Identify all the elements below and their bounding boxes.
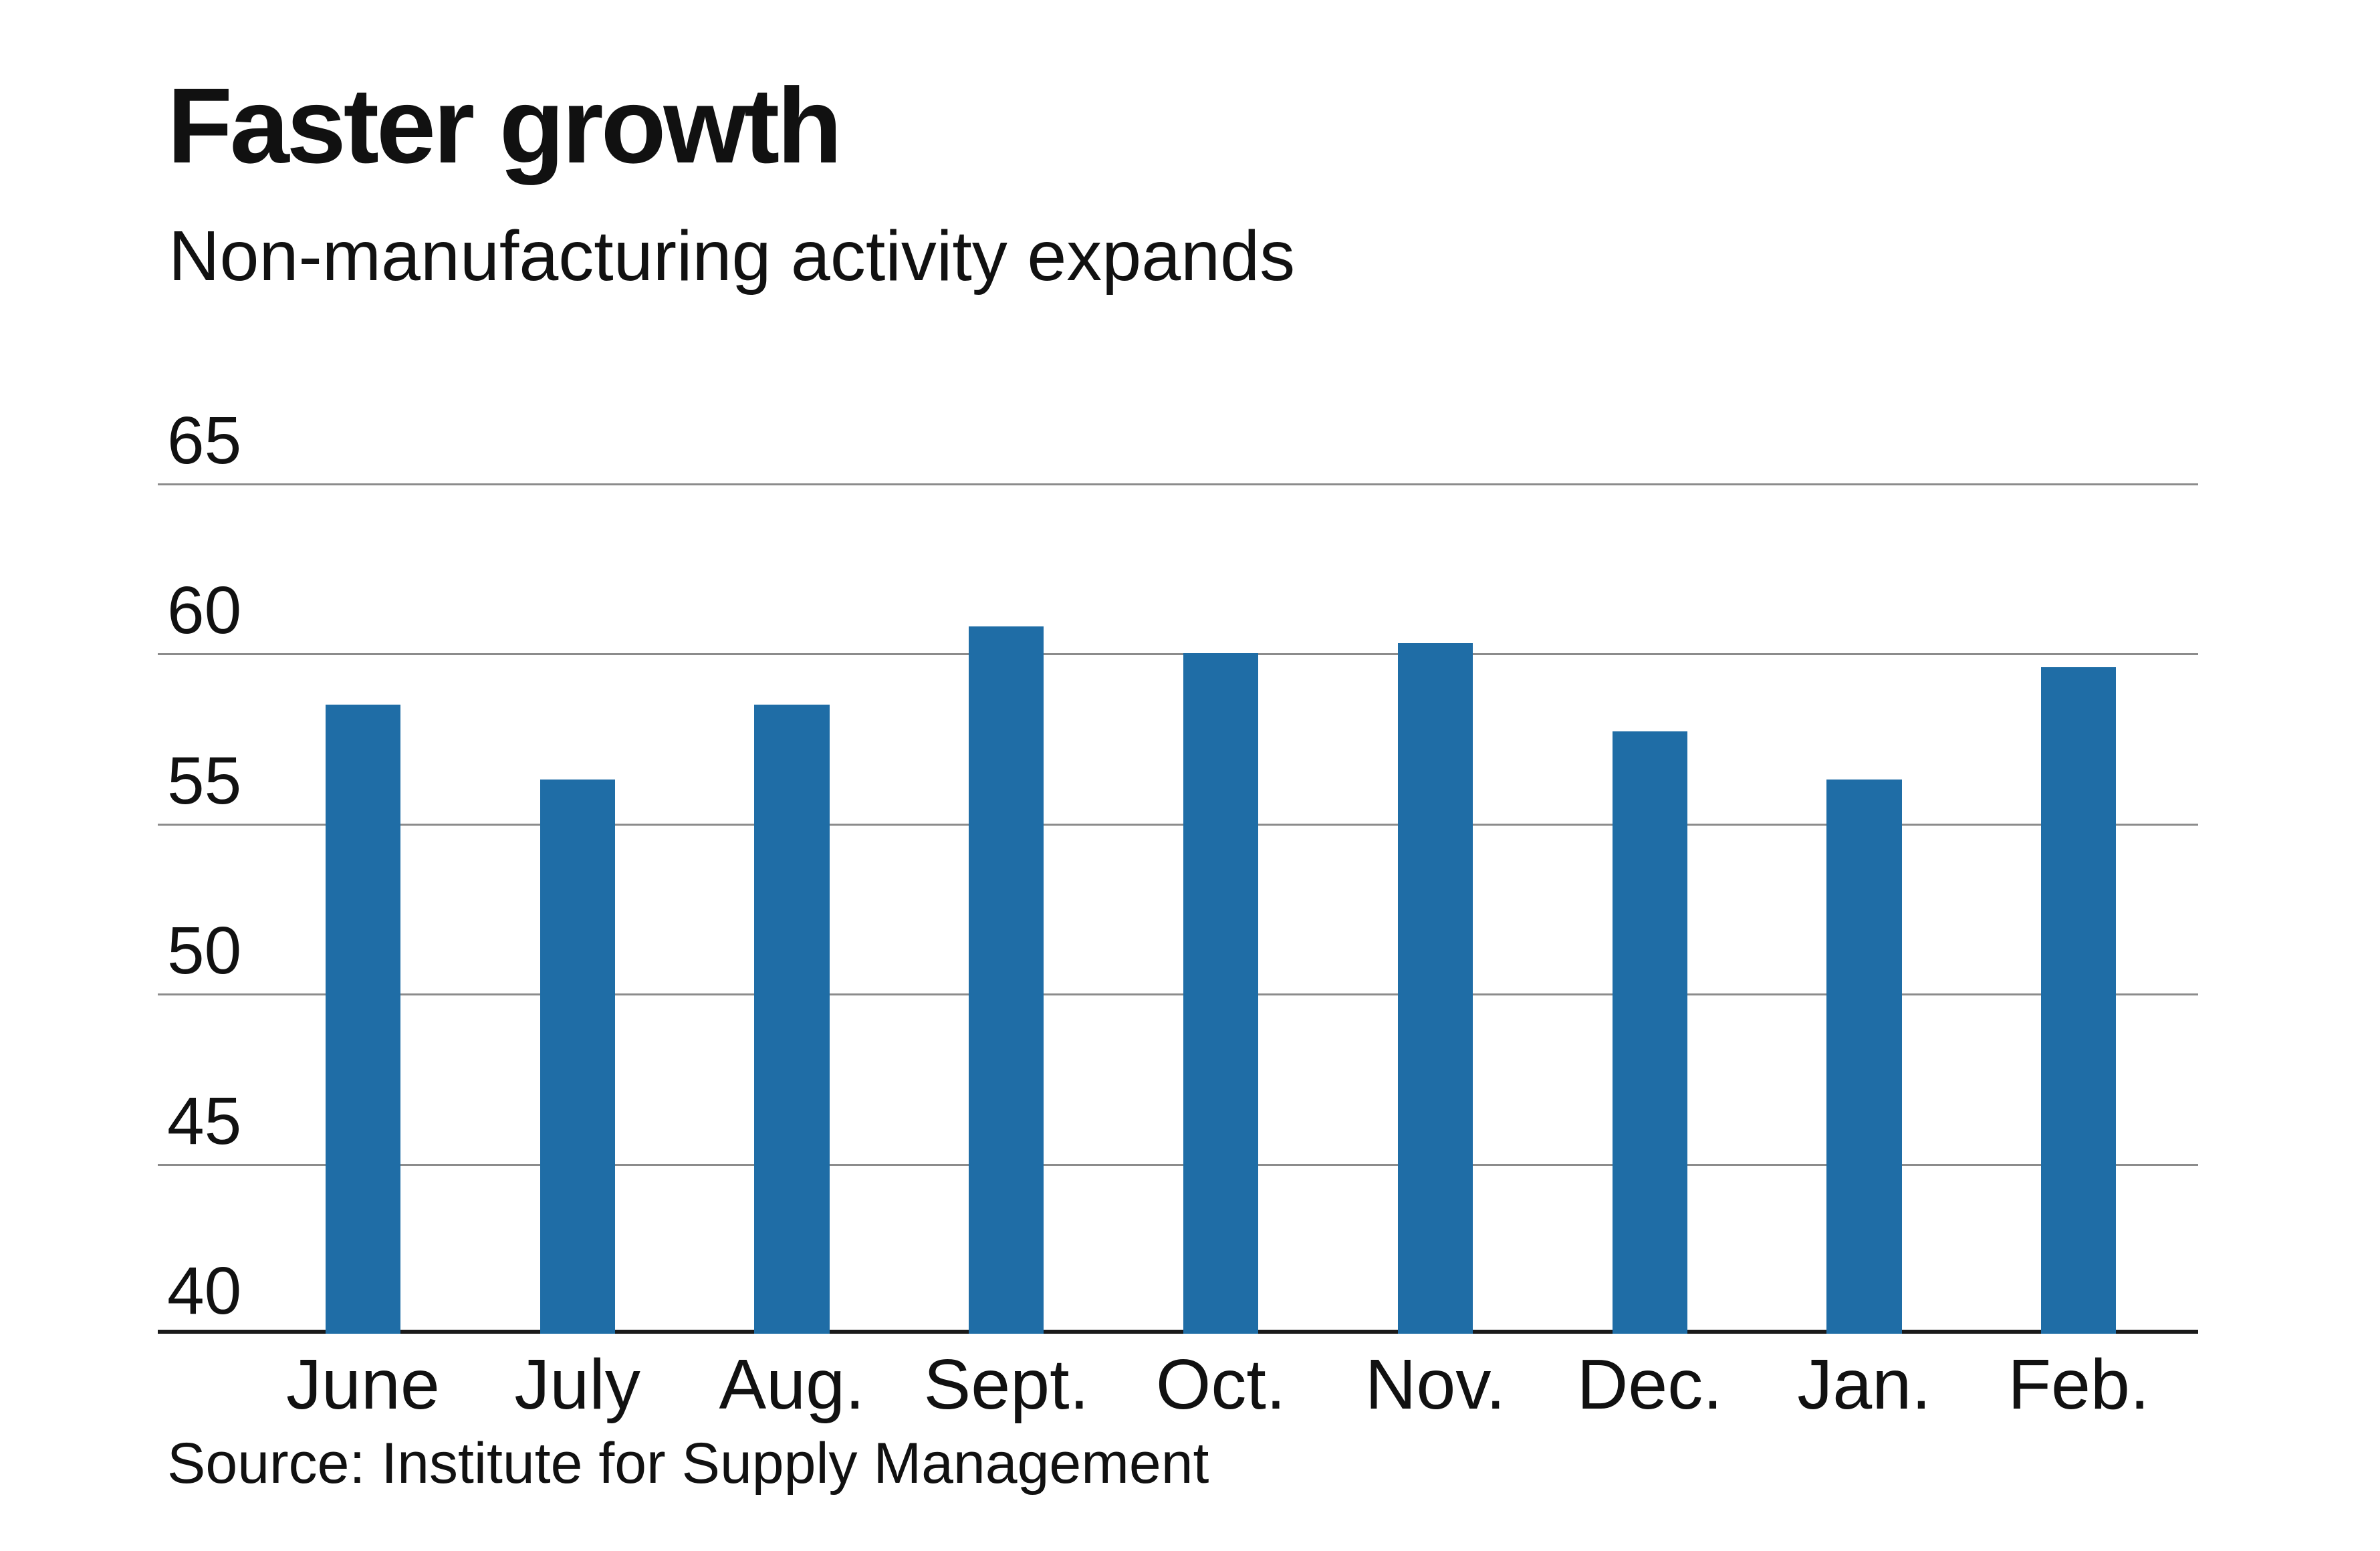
x-tick-label: Dec. — [1576, 1345, 1723, 1424]
bar-aug — [754, 704, 830, 1334]
y-tick-label: 40 — [167, 1254, 242, 1328]
y-tick-label: 45 — [167, 1083, 242, 1159]
bar-column — [470, 483, 685, 1334]
bar-oct — [1183, 653, 1259, 1334]
bar-column — [1328, 483, 1542, 1334]
x-tick-label: July — [514, 1345, 640, 1424]
bar-column — [1114, 483, 1328, 1334]
bar-jan — [1826, 779, 1902, 1334]
x-tick-label: June — [285, 1345, 440, 1424]
x-tick-label: Feb. — [2008, 1345, 2150, 1424]
bar-july — [540, 779, 615, 1334]
bar-column — [685, 483, 899, 1334]
gridline — [158, 823, 2198, 826]
gridline — [158, 1163, 2198, 1166]
gridline — [158, 993, 2198, 996]
bar-column — [1972, 483, 2186, 1334]
plot-area: 40 45 50 55 60 65 — [158, 407, 2198, 1334]
x-tick-label: Sept. — [923, 1345, 1090, 1424]
bar-column — [899, 483, 1114, 1334]
bar-column — [1542, 483, 1757, 1334]
bar-feb — [2041, 667, 2117, 1334]
chart-title: Faster growth — [167, 66, 842, 185]
bars-band — [255, 483, 2185, 1334]
bar-column — [255, 483, 470, 1334]
y-tick-label: 50 — [167, 913, 242, 989]
gridline — [158, 483, 2198, 485]
source-note: Source: Institute for Supply Management — [167, 1431, 1209, 1496]
x-tick-label: Nov. — [1364, 1345, 1506, 1424]
x-tick-label: Oct. — [1155, 1345, 1286, 1424]
bar-dec — [1612, 731, 1687, 1334]
x-axis-line — [158, 1330, 2198, 1334]
y-tick-label: 65 — [167, 403, 242, 478]
gridline — [158, 653, 2198, 656]
x-tick-label: Aug. — [719, 1345, 865, 1424]
bar-june — [325, 704, 401, 1334]
bar-sept — [969, 626, 1044, 1334]
bar-nov — [1397, 643, 1473, 1334]
chart-subtitle: Non-manufacturing activity expands — [168, 217, 1296, 295]
bar-chart: 40 45 50 55 60 65 June July Aug. Sept. Oct. Nov. De… — [158, 407, 2198, 1423]
x-axis-labels: June July Aug. Sept. Oct. Nov. Dec. Jan. Feb. — [255, 1346, 2185, 1424]
y-tick-label: 60 — [167, 573, 242, 648]
bar-column — [1757, 483, 1972, 1334]
x-tick-label: Jan. — [1797, 1345, 1931, 1424]
y-tick-label: 55 — [167, 743, 242, 818]
